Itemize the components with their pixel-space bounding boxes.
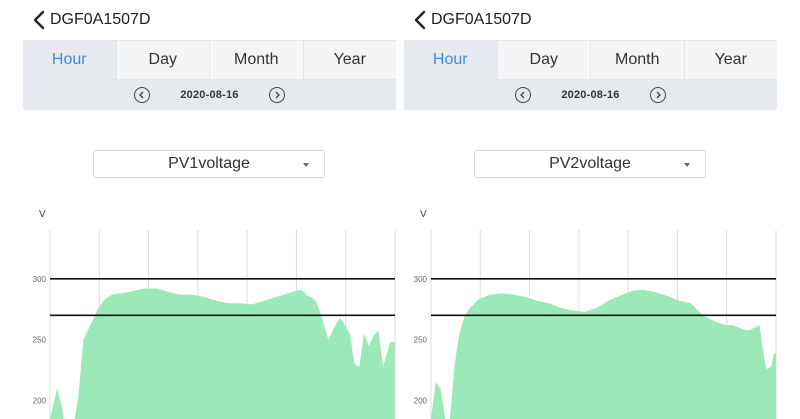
tab-year[interactable]: Year <box>302 41 397 79</box>
period-tabs: Hour Day Month Year <box>23 40 396 80</box>
y-axis-ticks: 300 250 200 <box>33 275 47 406</box>
y-axis-unit: V <box>39 209 46 220</box>
period-tabs: Hour Day Month Year <box>404 40 777 80</box>
chevron-right-icon <box>275 91 280 99</box>
voltage-area-series <box>431 289 776 419</box>
previous-date-button[interactable] <box>134 87 151 103</box>
chart-panel-right: DGF0A1507D Hour Day Month Year 2020-08-1… <box>400 0 800 419</box>
next-date-button[interactable] <box>268 87 285 103</box>
metric-select[interactable]: PV1voltage <box>93 150 325 178</box>
y-tick-label: 300 <box>414 275 428 284</box>
device-title: DGF0A1507D <box>50 11 151 28</box>
y-tick-label: 200 <box>414 397 428 406</box>
y-axis-ticks: 300 250 200 <box>414 275 428 406</box>
selected-metric: PV2voltage <box>549 155 631 172</box>
y-tick-label: 250 <box>414 336 428 345</box>
y-tick-label: 200 <box>33 397 47 406</box>
reference-lines <box>50 277 395 317</box>
previous-date-button[interactable] <box>515 87 532 103</box>
tab-hour[interactable]: Hour <box>23 41 116 79</box>
device-title: DGF0A1507D <box>431 11 532 28</box>
tab-hour[interactable]: Hour <box>404 41 497 79</box>
date-navigator: 2020-08-16 <box>404 80 777 110</box>
chevron-right-icon <box>656 91 661 99</box>
dropdown-caret-icon <box>684 163 690 167</box>
back-chevron-icon[interactable] <box>32 10 48 30</box>
y-tick-label: 300 <box>33 275 47 284</box>
tab-day[interactable]: Day <box>496 41 591 79</box>
voltage-area-series <box>50 288 395 419</box>
tab-month[interactable]: Month <box>590 41 684 79</box>
tab-year[interactable]: Year <box>683 41 778 79</box>
header: DGF0A1507D <box>400 0 800 40</box>
current-date: 2020-08-16 <box>561 89 620 101</box>
voltage-chart: 300 250 200 V <box>33 209 396 419</box>
back-chevron-icon[interactable] <box>413 10 429 30</box>
date-navigator: 2020-08-16 <box>23 80 396 110</box>
current-date: 2020-08-16 <box>180 89 239 101</box>
chevron-left-icon <box>520 91 525 99</box>
selected-metric: PV1voltage <box>168 155 250 172</box>
dropdown-caret-icon <box>303 163 309 167</box>
tab-day[interactable]: Day <box>115 41 210 79</box>
chevron-left-icon <box>139 91 144 99</box>
chart-panel-left: DGF0A1507D Hour Day Month Year 2020-08-1… <box>0 0 400 419</box>
y-axis-unit: V <box>420 209 427 220</box>
voltage-chart: 300 250 200 V <box>414 209 777 419</box>
reference-lines <box>431 277 776 317</box>
header: DGF0A1507D <box>0 0 400 40</box>
tab-month[interactable]: Month <box>209 41 303 79</box>
next-date-button[interactable] <box>649 87 666 103</box>
metric-select[interactable]: PV2voltage <box>474 150 706 178</box>
y-tick-label: 250 <box>33 336 47 345</box>
